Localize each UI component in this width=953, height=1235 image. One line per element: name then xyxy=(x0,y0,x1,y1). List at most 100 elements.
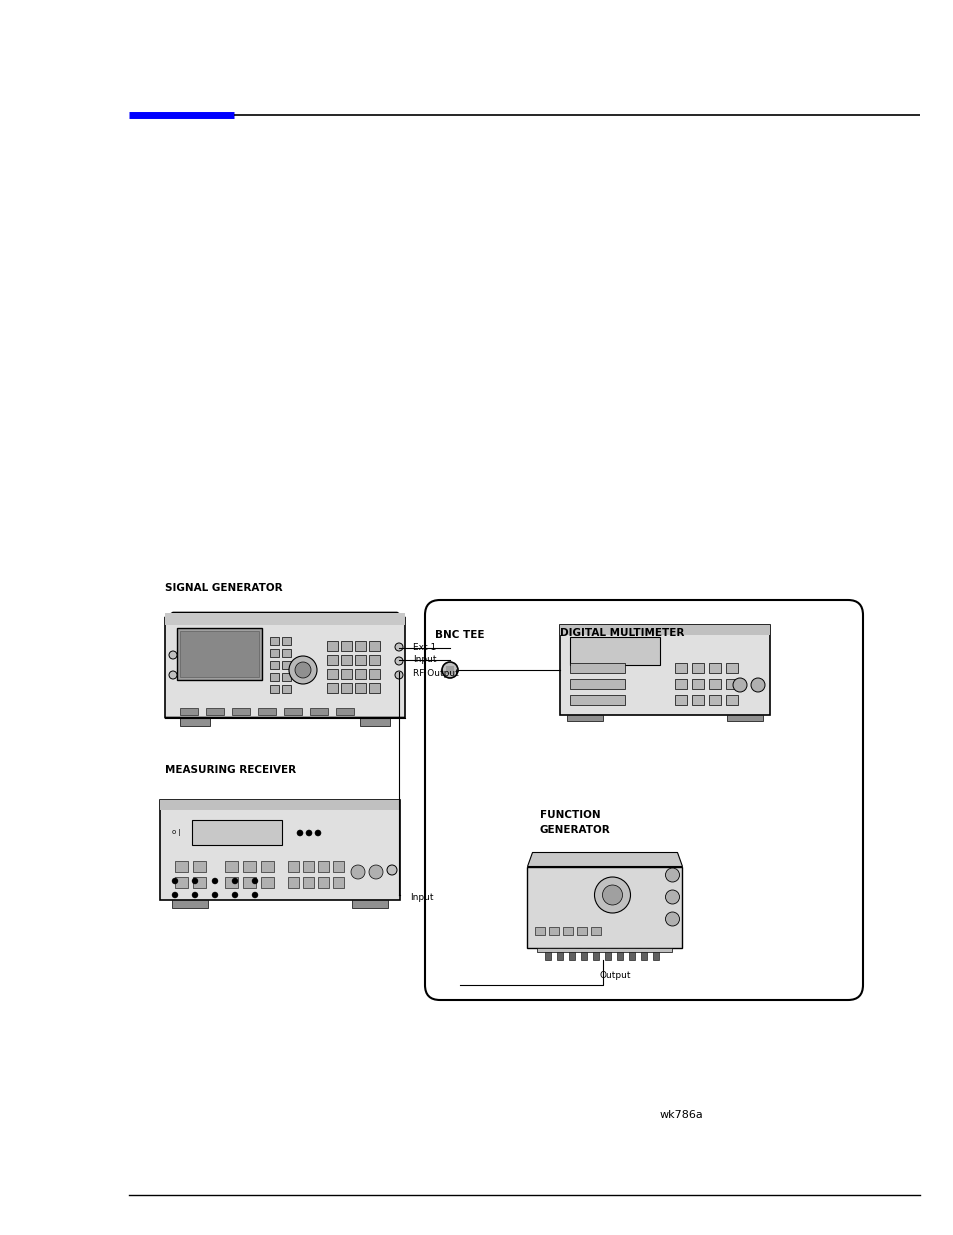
Bar xyxy=(193,877,206,888)
Circle shape xyxy=(232,878,237,884)
Bar xyxy=(284,708,302,715)
Bar xyxy=(172,900,208,908)
Bar xyxy=(581,947,587,960)
Bar xyxy=(160,800,399,900)
Bar xyxy=(577,927,587,935)
Bar xyxy=(675,695,686,705)
Bar xyxy=(206,708,224,715)
Bar xyxy=(563,927,573,935)
Bar xyxy=(359,718,390,725)
Bar xyxy=(327,669,337,679)
Bar xyxy=(270,637,278,645)
Text: RF Output: RF Output xyxy=(413,668,458,678)
Text: DIGITAL MULTIMETER: DIGITAL MULTIMETER xyxy=(559,629,683,638)
Bar xyxy=(605,947,611,960)
Bar xyxy=(317,877,329,888)
Bar xyxy=(446,666,454,674)
Bar xyxy=(725,663,738,673)
Bar xyxy=(270,661,278,669)
Bar xyxy=(569,947,575,960)
Polygon shape xyxy=(527,852,681,867)
Bar xyxy=(355,655,366,664)
Bar xyxy=(569,637,659,664)
Circle shape xyxy=(395,643,402,651)
Bar xyxy=(193,861,206,872)
Bar xyxy=(569,679,624,689)
Circle shape xyxy=(395,657,402,664)
Circle shape xyxy=(172,878,178,884)
Circle shape xyxy=(602,885,622,905)
Bar xyxy=(708,679,720,689)
Bar xyxy=(537,947,672,951)
Circle shape xyxy=(369,864,382,879)
Circle shape xyxy=(192,892,198,898)
Bar xyxy=(180,708,198,715)
Text: Ext 1: Ext 1 xyxy=(413,643,436,652)
Circle shape xyxy=(212,892,218,898)
Bar xyxy=(243,877,255,888)
Circle shape xyxy=(294,662,311,678)
Circle shape xyxy=(169,671,177,679)
Bar xyxy=(225,877,237,888)
Circle shape xyxy=(395,671,402,679)
Bar xyxy=(708,663,720,673)
Text: wk786a: wk786a xyxy=(659,1110,703,1120)
Bar xyxy=(708,695,720,705)
Bar xyxy=(340,641,352,651)
Bar xyxy=(591,927,601,935)
Text: GENERATOR: GENERATOR xyxy=(539,825,610,835)
Bar xyxy=(303,877,314,888)
Bar xyxy=(333,861,344,872)
Bar xyxy=(725,695,738,705)
Bar xyxy=(340,683,352,693)
Bar xyxy=(327,641,337,651)
Bar xyxy=(640,947,647,960)
Circle shape xyxy=(306,830,312,836)
Circle shape xyxy=(351,864,365,879)
Bar xyxy=(340,655,352,664)
Circle shape xyxy=(252,892,257,898)
Bar xyxy=(261,877,274,888)
Bar xyxy=(333,877,344,888)
Circle shape xyxy=(289,656,316,684)
Circle shape xyxy=(172,892,178,898)
Polygon shape xyxy=(165,613,405,718)
Bar xyxy=(174,877,188,888)
Bar xyxy=(335,708,354,715)
Bar xyxy=(653,947,659,960)
Text: MEASURING RECEIVER: MEASURING RECEIVER xyxy=(165,764,295,776)
Circle shape xyxy=(594,877,630,913)
Circle shape xyxy=(169,651,177,659)
Bar xyxy=(282,637,291,645)
Bar xyxy=(282,661,291,669)
Circle shape xyxy=(441,662,457,678)
Bar xyxy=(355,641,366,651)
Bar xyxy=(691,663,703,673)
Circle shape xyxy=(665,890,679,904)
Circle shape xyxy=(232,892,237,898)
Bar xyxy=(174,861,188,872)
Bar xyxy=(282,685,291,693)
Bar xyxy=(310,708,328,715)
Bar xyxy=(160,800,399,810)
Text: Output: Output xyxy=(599,971,631,979)
Circle shape xyxy=(665,911,679,926)
Bar xyxy=(559,625,769,635)
Bar xyxy=(232,708,250,715)
Bar xyxy=(629,947,635,960)
Bar xyxy=(261,861,274,872)
Bar xyxy=(340,669,352,679)
Bar xyxy=(593,947,598,960)
Bar xyxy=(355,683,366,693)
Bar xyxy=(317,861,329,872)
Bar xyxy=(282,650,291,657)
Bar xyxy=(726,715,762,721)
Bar xyxy=(288,877,298,888)
Bar xyxy=(369,683,379,693)
Bar xyxy=(569,663,624,673)
Bar xyxy=(192,820,282,845)
Bar xyxy=(675,679,686,689)
Text: BNC TEE: BNC TEE xyxy=(435,630,484,640)
Bar xyxy=(355,669,366,679)
Bar xyxy=(180,718,210,725)
